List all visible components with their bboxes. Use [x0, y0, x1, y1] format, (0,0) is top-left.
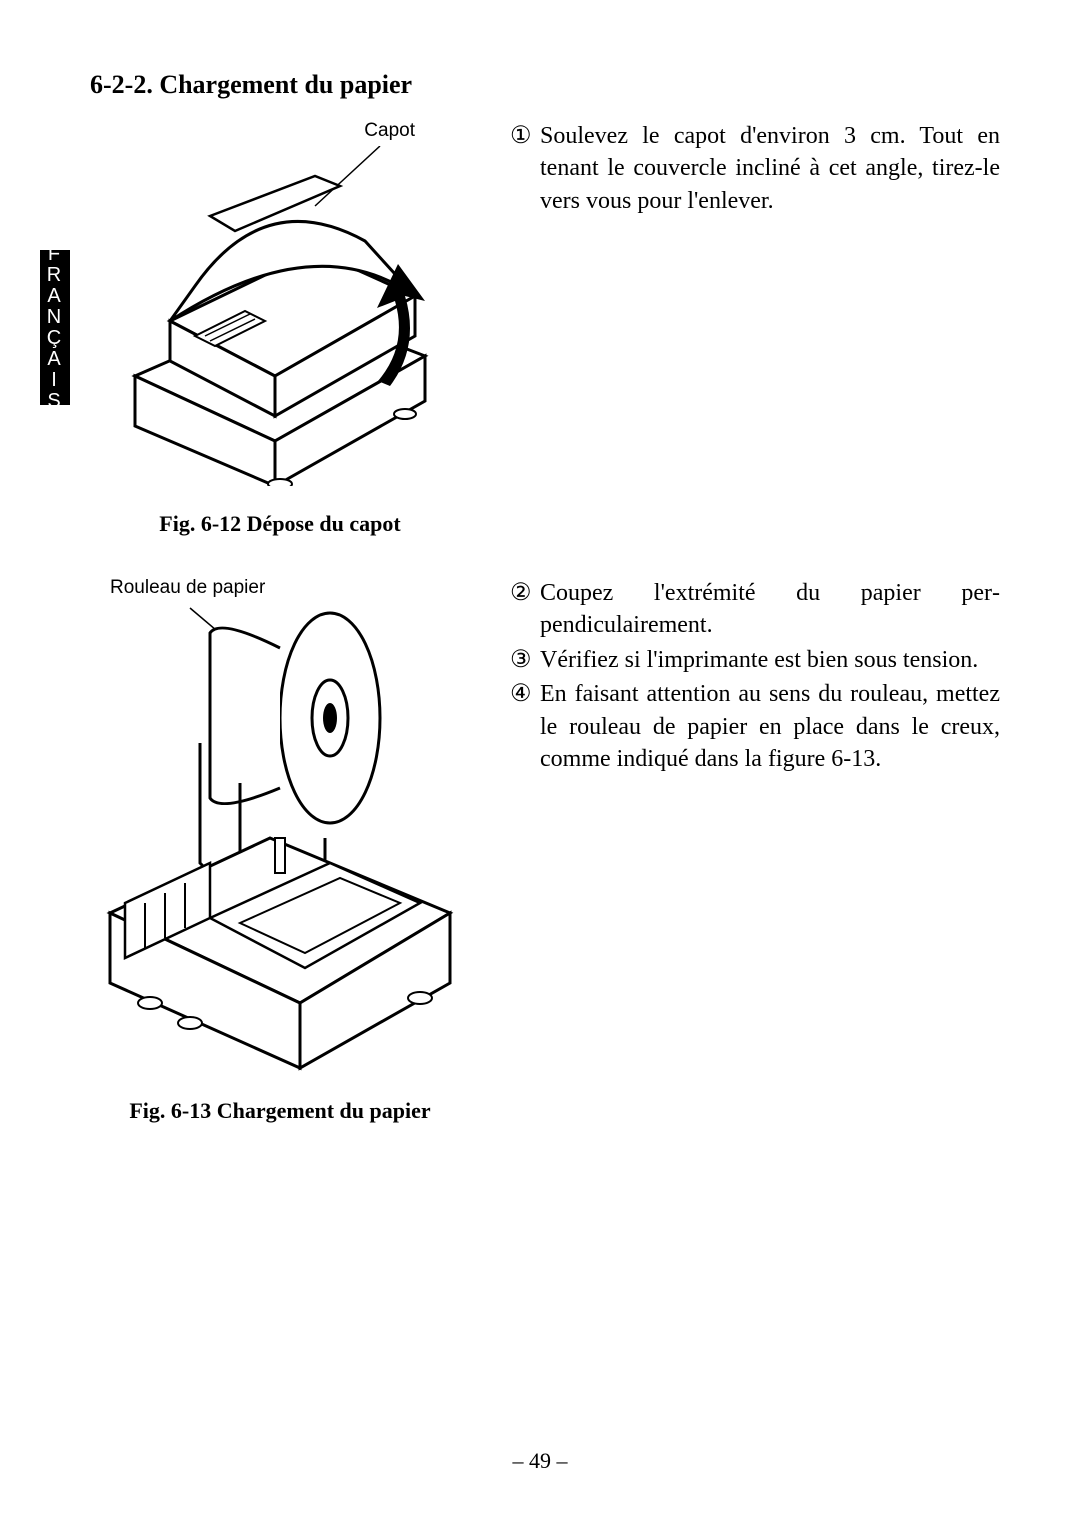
step-item: ③ Vérifiez si l'imprimante est bien sous…: [510, 644, 1000, 676]
step-number: ②: [510, 577, 540, 609]
language-tab-letter: Ç: [47, 328, 63, 349]
language-tab-letter: S: [47, 391, 62, 412]
step-text: Soulevez le capot d'environ 3 cm. Tout e…: [540, 120, 1000, 217]
step-text: Vérifiez si l'imprimante est bien sous t…: [540, 644, 1000, 676]
block-2: Rouleau de papier: [80, 577, 1000, 1124]
language-tab-letter: N: [47, 307, 63, 328]
step-text: Coupez l'extrémité du papier per­pendicu…: [540, 577, 1000, 642]
steps-top: ① Soulevez le capot d'environ 3 cm. Tout…: [480, 120, 1000, 219]
step-text: En faisant attention au sens du rou­leau…: [540, 678, 1000, 775]
printer-cover-icon: [115, 146, 445, 486]
step-number: ④: [510, 678, 540, 710]
figure-2-callout: Rouleau de papier: [110, 577, 265, 599]
language-tab-letter: F: [48, 244, 62, 265]
figure-1-caption: Fig. 6-12 Dépose du capot: [159, 511, 400, 537]
section-heading: 6-2-2. Chargement du papier: [90, 70, 1000, 100]
page-number: – 49 –: [0, 1448, 1080, 1474]
figure-1: Capot: [115, 120, 445, 486]
figure-1-callout: Capot: [364, 120, 415, 142]
step-number: ①: [510, 120, 540, 152]
language-tab-letter: A: [47, 349, 62, 370]
figure-2-column: Rouleau de papier: [80, 577, 480, 1124]
language-tab-letter: A: [47, 286, 62, 307]
steps-bottom: ② Coupez l'extrémité du papier per­pendi…: [480, 577, 1000, 777]
figure-2-caption: Fig. 6-13 Chargement du papier: [129, 1098, 430, 1124]
figure-2: Rouleau de papier: [100, 577, 460, 1073]
step-item: ① Soulevez le capot d'environ 3 cm. Tout…: [510, 120, 1000, 217]
step-item: ④ En faisant attention au sens du rou­le…: [510, 678, 1000, 775]
figure-1-column: Capot: [80, 120, 480, 537]
paper-roll-icon: [100, 603, 460, 1073]
language-tab-letter: R: [47, 265, 63, 286]
language-tab-letter: I: [51, 370, 59, 391]
block-1: Capot: [80, 120, 1000, 537]
step-number: ③: [510, 644, 540, 676]
step-item: ② Coupez l'extrémité du papier per­pendi…: [510, 577, 1000, 642]
language-tab: F R A N Ç A I S: [40, 250, 70, 405]
manual-page: F R A N Ç A I S 6-2-2. Chargement du pap…: [0, 0, 1080, 1529]
